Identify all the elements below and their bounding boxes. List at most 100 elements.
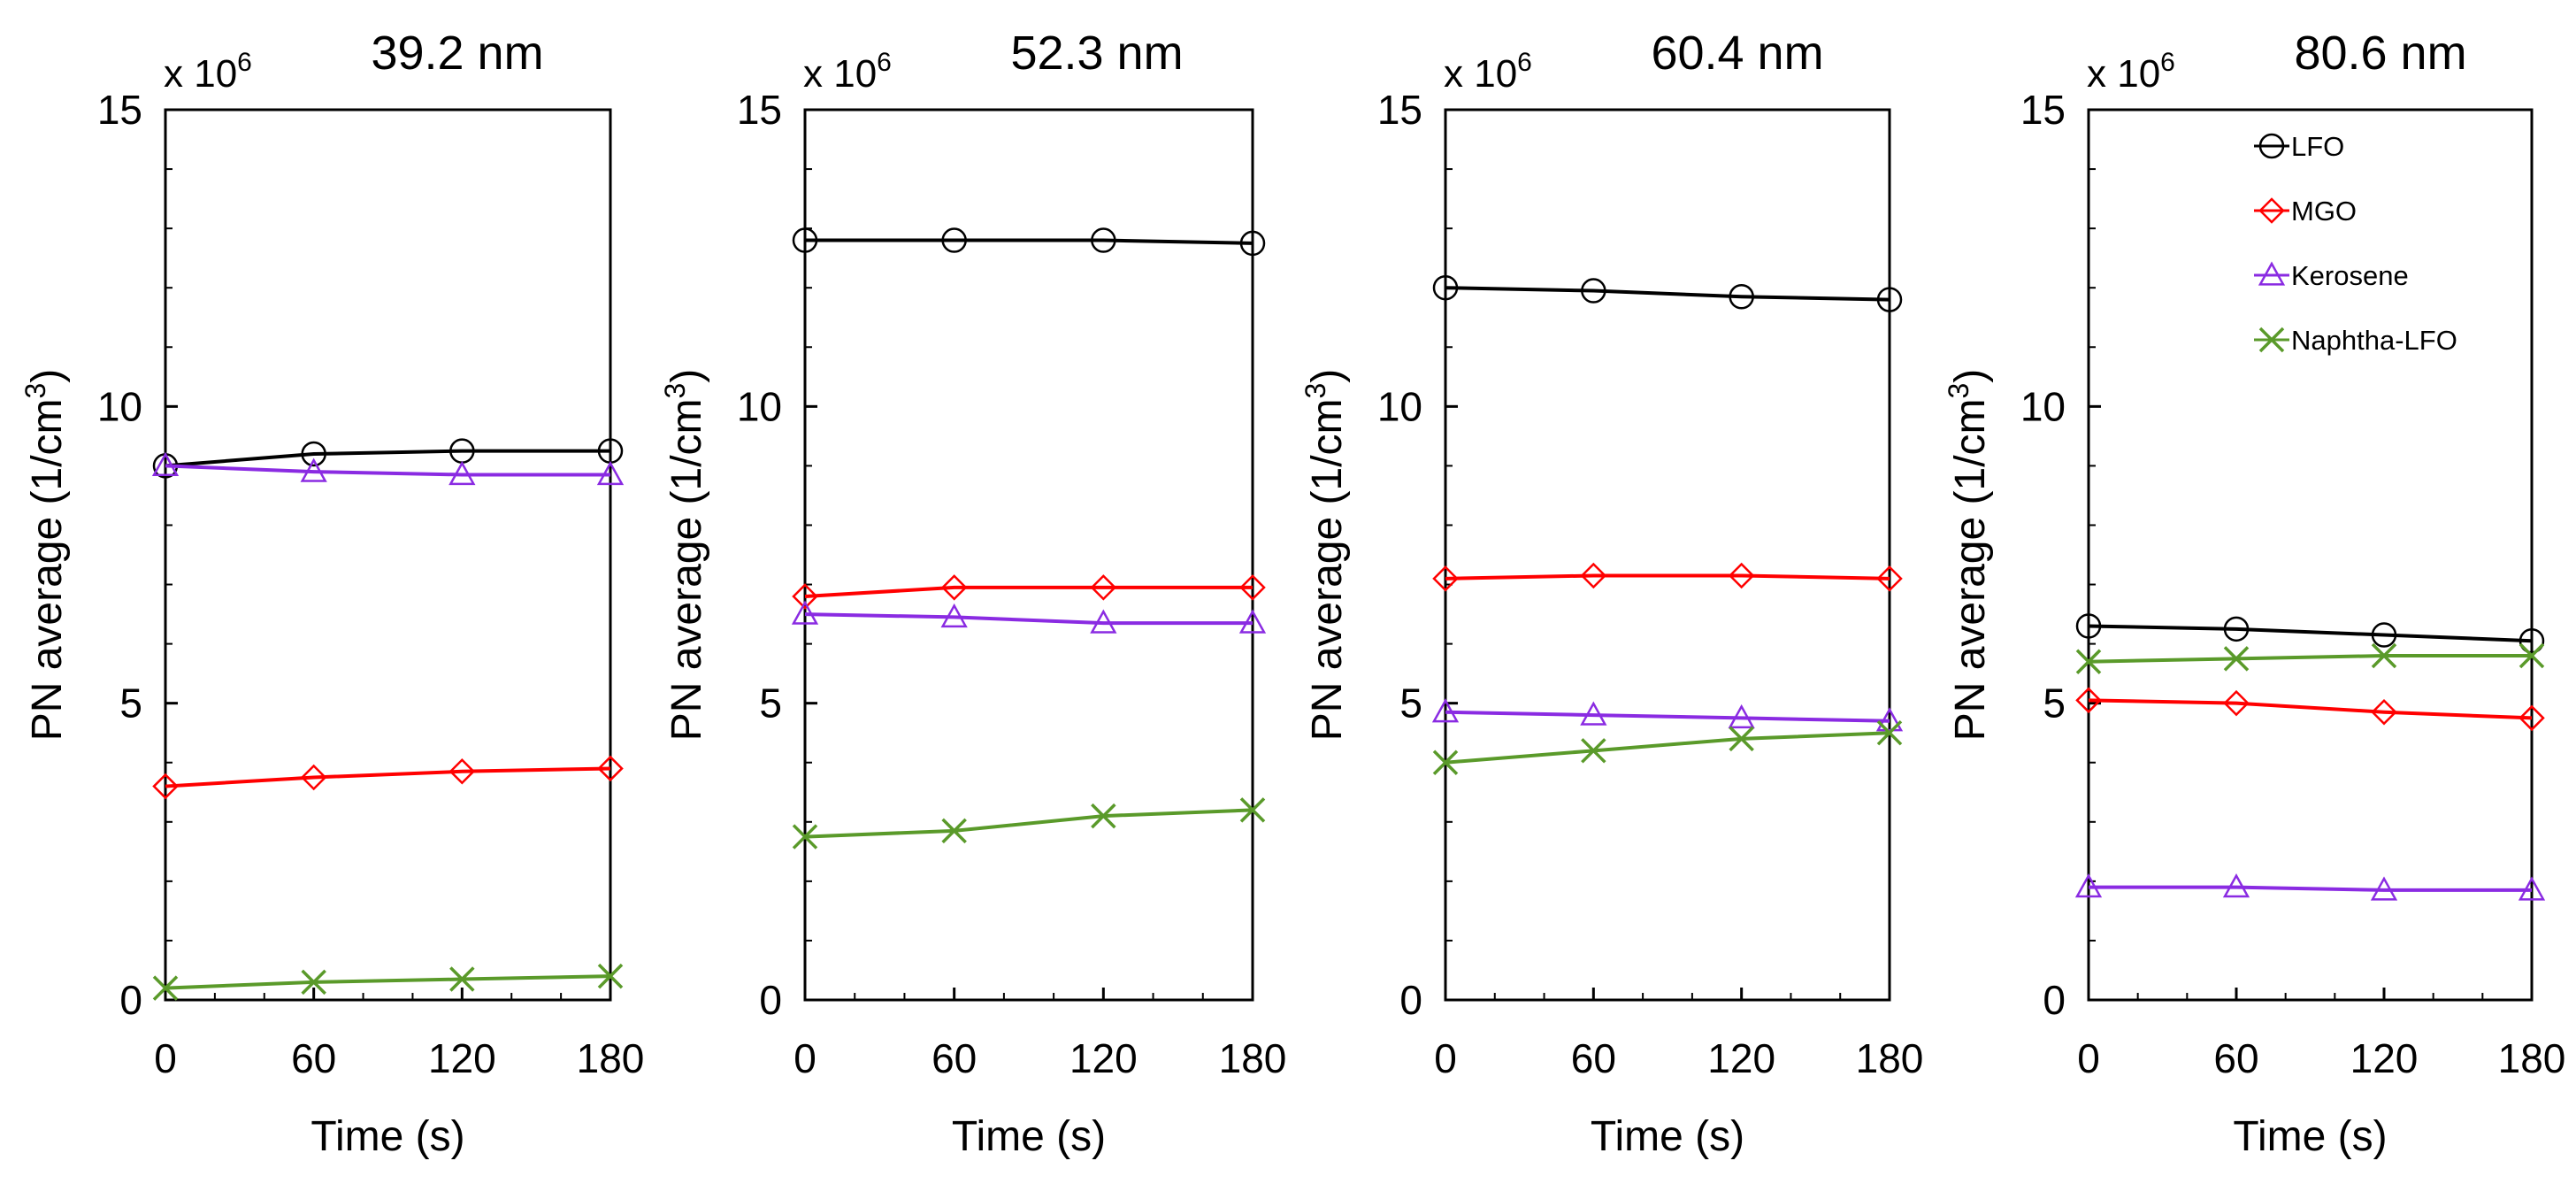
- y-tick-label: 0: [2043, 977, 2066, 1023]
- y-tick-label: 10: [97, 383, 142, 429]
- y-axis-title: PN average (1/cm3): [1943, 369, 1994, 742]
- x-axis-title: Time (s): [952, 1113, 1106, 1160]
- data-point: [1581, 278, 1606, 304]
- data-point: [2518, 642, 2545, 669]
- data-point: [1238, 609, 1267, 634]
- y-axis-title-main: PN average (1/cm: [1304, 398, 1351, 741]
- data-point: [1580, 701, 1607, 726]
- data-point: [152, 975, 179, 1001]
- legend-label: Kerosene: [2291, 260, 2409, 291]
- data-point: [1431, 698, 1460, 723]
- data-point: [2518, 704, 2545, 732]
- x-tick-label: 60: [291, 1035, 336, 1081]
- plot-frame: [2087, 108, 2534, 1002]
- series-mgo: [1432, 562, 1903, 592]
- data-point: [792, 583, 818, 610]
- x-tick-label: 120: [2350, 1035, 2419, 1081]
- y-multiplier-base: x 10: [2087, 52, 2160, 96]
- legend-marker: [2258, 133, 2285, 159]
- y-multiplier-exponent: 6: [237, 48, 252, 77]
- series-mgo: [152, 755, 624, 800]
- data-point: [1581, 738, 1606, 764]
- y-tick-label: 0: [119, 977, 142, 1023]
- plot-frame: [164, 108, 612, 1002]
- data-point: [2518, 876, 2546, 901]
- data-point: [300, 764, 327, 791]
- y-multiplier-base: x 10: [803, 52, 877, 96]
- series-kerosene: [791, 600, 1267, 634]
- series-line: [805, 238, 1254, 245]
- series-line: [2088, 654, 2532, 664]
- data-point: [1729, 284, 1754, 310]
- plot-frame: [803, 108, 1254, 1002]
- series-kerosene: [1431, 698, 1904, 732]
- panel-title: 60.4 nm: [1651, 27, 1823, 80]
- y-tick-label: 10: [1377, 383, 1422, 429]
- data-point: [2518, 627, 2545, 654]
- data-point: [1875, 707, 1904, 732]
- x-tick-label: 120: [1707, 1035, 1775, 1081]
- legend-marker: [2258, 327, 2285, 353]
- series-lfo: [792, 227, 1266, 257]
- chart-panel-4: 0 5 10 15 0 60 120 180 Time (s) PN average (1/cm3…: [1943, 27, 2565, 1160]
- y-axis-title: PN average (1/cm3): [659, 369, 710, 742]
- data-point: [940, 603, 968, 628]
- x-axis-title: Time (s): [1591, 1113, 1744, 1160]
- data-point: [2223, 616, 2250, 642]
- x-axis-title: Time (s): [310, 1113, 464, 1160]
- data-point: [596, 460, 625, 486]
- data-point: [2075, 613, 2102, 639]
- series-line: [165, 974, 611, 990]
- data-point: [301, 969, 326, 996]
- series-line: [1445, 286, 1890, 302]
- legend-entry-lfo: LFO: [2254, 131, 2344, 162]
- data-point: [2371, 622, 2397, 648]
- x-tick-label: 0: [2077, 1035, 2100, 1081]
- data-point: [2222, 873, 2250, 898]
- panel-title: 39.2 nm: [371, 27, 543, 80]
- series-mgo: [792, 574, 1266, 610]
- x-tick-label: 180: [577, 1035, 645, 1081]
- data-point: [2075, 649, 2102, 674]
- legend-label: LFO: [2291, 131, 2344, 162]
- data-point: [1729, 726, 1754, 752]
- data-point: [597, 755, 624, 782]
- y-multiplier-base: x 10: [1444, 52, 1517, 96]
- series-line: [165, 449, 610, 468]
- data-point: [1432, 274, 1459, 301]
- legend-label: MGO: [2291, 196, 2357, 227]
- y-axis-title-main: PN average (1/cm: [1947, 398, 1994, 741]
- x-tick-label: 0: [1434, 1035, 1457, 1081]
- y-multiplier-base: x 10: [164, 52, 237, 96]
- series-line: [2088, 624, 2533, 643]
- series-kerosene: [2074, 873, 2546, 901]
- data-point: [151, 451, 180, 477]
- data-point: [2074, 873, 2103, 898]
- data-point: [1239, 230, 1266, 257]
- data-point: [1091, 227, 1116, 253]
- data-point: [1239, 574, 1266, 601]
- y-tick-label: 0: [759, 977, 782, 1023]
- y-axis-title-end: ): [663, 369, 710, 383]
- y-tick-label: 15: [2020, 87, 2066, 133]
- y-axis-title: PN average (1/cm3): [19, 369, 71, 742]
- series-line: [1445, 731, 1890, 765]
- y-axis-title-main: PN average (1/cm: [663, 398, 710, 741]
- x-tick-label: 0: [794, 1035, 816, 1081]
- legend-marker: [2258, 197, 2285, 224]
- series-line: [804, 808, 1254, 839]
- series-line: [1445, 710, 1890, 723]
- data-point: [1432, 565, 1459, 592]
- data-point: [448, 460, 476, 486]
- data-point: [1432, 750, 1459, 775]
- data-point: [941, 227, 967, 253]
- series-naphtha-lfo: [792, 797, 1266, 850]
- y-axis-title-end: ): [1947, 369, 1994, 383]
- data-point: [1728, 703, 1755, 729]
- data-point: [2371, 698, 2397, 726]
- series-naphtha-lfo: [152, 963, 624, 1001]
- series-line: [165, 464, 610, 477]
- y-multiplier: x 106: [2087, 48, 2175, 96]
